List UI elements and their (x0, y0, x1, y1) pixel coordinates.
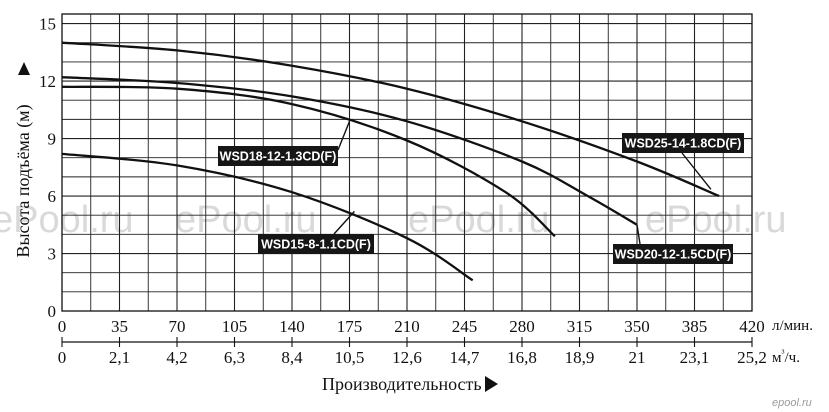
brand-logo-text: epool.ru (772, 397, 812, 409)
y-tick-label: 6 (48, 187, 57, 206)
series-label-box (613, 244, 733, 264)
series-line (61, 76, 638, 226)
grid (62, 14, 752, 311)
x-tick-label-top: 350 (624, 317, 650, 336)
x-tick-label-top: 315 (567, 317, 593, 336)
y-axis-arrow-icon (18, 62, 30, 75)
x-tick-label-bottom: 0 (58, 348, 67, 367)
x-tick-label-top: 140 (279, 317, 305, 336)
x-tick-label-top: 385 (682, 317, 708, 336)
x-tick-label-top: 420 (739, 317, 765, 336)
series-label-box (622, 133, 744, 153)
series-label: WSD18-12-1.3CD(F) (220, 150, 337, 164)
plot-frame (61, 13, 753, 312)
y-axis-label: Высота подъёма (м) (13, 104, 34, 257)
x-tick-label-top: 70 (169, 317, 186, 336)
x-tick-label-bottom: 8,4 (281, 348, 303, 367)
series-label: WSD25-14-1.8CD(F) (625, 137, 742, 151)
x-tick-label-bottom: 21 (629, 348, 646, 367)
x-tick-label-bottom: 25,2 (737, 348, 767, 367)
series-line (61, 41, 720, 198)
x-tick-label-bottom: 2,1 (109, 348, 130, 367)
y-tick-label: 0 (48, 302, 57, 321)
x-axis-unit-top: л/мин. (772, 318, 813, 334)
series-label: WSD15-8-1.1CD(F) (261, 238, 371, 252)
series-line (61, 152, 474, 282)
x-tick-label-top: 105 (222, 317, 248, 336)
x-tick-label-bottom: 12,6 (392, 348, 422, 367)
axes (18, 62, 753, 392)
y-tick-label: 15 (39, 15, 56, 34)
series-label-leader (636, 224, 641, 245)
x-axis-label: Производительность (322, 374, 482, 394)
series-label: WSD20-12-1.5CD(F) (615, 248, 732, 262)
y-tick-label: 9 (48, 130, 57, 149)
x-tick-label-top: 280 (509, 317, 535, 336)
x-tick-label-top: 35 (111, 317, 128, 336)
x-tick-label-bottom: 10,5 (335, 348, 365, 367)
y-tick-label: 3 (48, 245, 57, 264)
series-label-box (218, 146, 338, 166)
x-tick-label-top: 0 (58, 317, 67, 336)
x-tick-label-top: 175 (337, 317, 363, 336)
x-tick-label-bottom: 16,8 (507, 348, 537, 367)
series-label-leader (333, 210, 355, 235)
x-tick-label-bottom: 6,3 (224, 348, 245, 367)
series-lines (61, 41, 720, 282)
x-axis-unit-bottom: м³/ч. (772, 348, 800, 366)
series-label-leader (337, 121, 351, 151)
x-tick-label-top: 245 (452, 317, 478, 336)
series-label-box (258, 234, 374, 254)
series-label-leader (681, 152, 712, 190)
x-tick-label-bottom: 14,7 (450, 348, 480, 367)
x-tick-label-bottom: 4,2 (166, 348, 187, 367)
y-tick-label: 12 (39, 72, 56, 91)
x-tick-label-bottom: 23,1 (680, 348, 710, 367)
x-axis-arrow-icon (485, 376, 498, 392)
series-line (61, 85, 556, 238)
x-tick-label-top: 210 (394, 317, 420, 336)
x-tick-label-bottom: 18,9 (565, 348, 595, 367)
series-labels: WSD25-14-1.8CD(F) WSD20-12-1.5CD(F) WSD18-… (218, 121, 744, 264)
